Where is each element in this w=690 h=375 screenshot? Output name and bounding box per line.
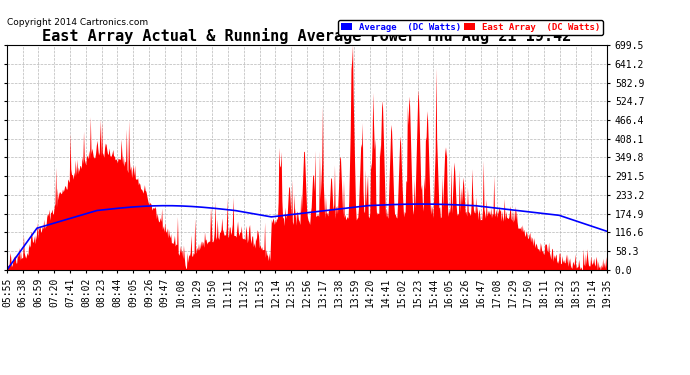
Title: East Array Actual & Running Average Power Thu Aug 21 19:42: East Array Actual & Running Average Powe…	[42, 28, 572, 44]
Text: Copyright 2014 Cartronics.com: Copyright 2014 Cartronics.com	[7, 18, 148, 27]
Legend: Average  (DC Watts), East Array  (DC Watts): Average (DC Watts), East Array (DC Watts…	[338, 20, 602, 34]
